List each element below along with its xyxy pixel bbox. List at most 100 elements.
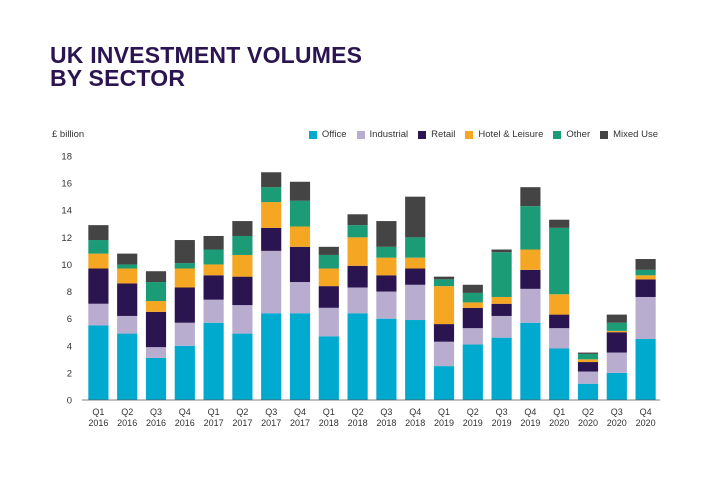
x-tick-label-year: 2018 bbox=[348, 418, 368, 428]
bar-segment-hotel-leisure bbox=[520, 249, 541, 270]
bar-segment-retail bbox=[635, 279, 656, 297]
bar-segment-other bbox=[577, 353, 599, 360]
bar-segment-office bbox=[491, 337, 512, 400]
x-tick-label-year: 2018 bbox=[376, 418, 396, 428]
bar-segment-hotel-leisure bbox=[491, 296, 512, 304]
bar-segment-retail bbox=[261, 227, 282, 251]
bar-segment-industrial bbox=[549, 328, 570, 349]
bar-segment-hotel-leisure bbox=[376, 257, 397, 276]
x-tick-label-quarter: Q4 bbox=[294, 407, 306, 417]
bar-segment-office bbox=[289, 313, 311, 400]
bar-segment-office bbox=[405, 320, 426, 400]
x-tick-label-year: 2016 bbox=[88, 418, 108, 428]
bar-segment-hotel-leisure bbox=[318, 268, 339, 287]
bar-segment-mixed-use bbox=[347, 214, 368, 226]
bar-segment-retail bbox=[318, 286, 339, 308]
bar-segment-retail bbox=[520, 269, 541, 289]
bar-segment-mixed-use bbox=[635, 259, 656, 270]
bar-segment-retail bbox=[376, 275, 397, 292]
bar-segment-other bbox=[117, 264, 138, 269]
x-tick-label-year: 2019 bbox=[520, 418, 540, 428]
bar-segment-industrial bbox=[289, 282, 311, 314]
bar-segment-mixed-use bbox=[289, 181, 311, 201]
bar-segment-industrial bbox=[232, 305, 253, 334]
bar-segment-mixed-use bbox=[549, 219, 570, 228]
legend-swatch-industrial bbox=[356, 130, 365, 139]
bar-segment-hotel-leisure bbox=[203, 264, 224, 276]
x-tick-label-quarter: Q3 bbox=[611, 407, 623, 417]
x-tick-label-year: 2019 bbox=[492, 418, 512, 428]
y-tick-label: 12 bbox=[61, 233, 72, 244]
bar-segment-retail bbox=[433, 324, 455, 342]
x-tick-label-quarter: Q1 bbox=[208, 407, 220, 417]
bar-segment-retail bbox=[88, 268, 109, 304]
page-title: UK INVESTMENT VOLUMES BY SECTOR bbox=[50, 44, 362, 90]
bar-segment-industrial bbox=[433, 341, 455, 367]
legend-item-other: Other bbox=[553, 129, 590, 140]
bar-segment-hotel-leisure bbox=[433, 286, 455, 325]
legend-swatch-other bbox=[553, 130, 562, 139]
x-tick-label-year: 2017 bbox=[204, 418, 224, 428]
legend-label-other: Other bbox=[566, 129, 591, 140]
legend-swatch-mixed-use bbox=[600, 130, 609, 139]
bar-segment-hotel-leisure bbox=[635, 275, 656, 280]
bar-segment-hotel-leisure bbox=[117, 268, 138, 284]
bar-segment-office bbox=[117, 333, 138, 400]
bar-segment-other bbox=[203, 249, 224, 265]
x-tick-label-year: 2019 bbox=[463, 418, 483, 428]
bar-segment-mixed-use bbox=[433, 276, 455, 280]
bar-segment-other bbox=[289, 200, 311, 227]
bar-segment-other bbox=[174, 263, 195, 269]
bar-segment-industrial bbox=[88, 303, 109, 326]
bar-segment-office bbox=[261, 313, 282, 400]
bar-segment-other bbox=[635, 269, 656, 276]
bar-segment-mixed-use bbox=[174, 240, 195, 264]
bar-segment-mixed-use bbox=[318, 246, 339, 255]
x-tick-label-quarter: Q2 bbox=[352, 407, 364, 417]
bar-segment-industrial bbox=[606, 352, 627, 373]
bar-segment-industrial bbox=[117, 315, 138, 334]
bar-segment-other bbox=[606, 322, 627, 331]
x-tick-label-quarter: Q4 bbox=[409, 407, 421, 417]
bar-segment-office bbox=[203, 322, 224, 400]
x-tick-label-year: 2017 bbox=[290, 418, 310, 428]
bar-segment-other bbox=[347, 225, 368, 238]
x-tick-label-year: 2016 bbox=[175, 418, 195, 428]
bar-segment-retail bbox=[405, 268, 426, 285]
y-tick-label: 8 bbox=[67, 287, 72, 298]
y-tick-label: 0 bbox=[67, 396, 72, 407]
chart-legend: Office Industrial Retail Hotel & Leisure… bbox=[308, 129, 658, 140]
bar-segment-other bbox=[318, 254, 339, 269]
bar-segment-hotel-leisure bbox=[462, 302, 483, 308]
bar-segment-other bbox=[549, 227, 570, 295]
title-line-1: UK INVESTMENT VOLUMES bbox=[50, 42, 363, 68]
bar-segment-other bbox=[376, 246, 397, 258]
x-tick-label-year: 2016 bbox=[117, 418, 137, 428]
legend-item-office: Office bbox=[308, 129, 347, 140]
bar-segment-mixed-use bbox=[261, 172, 282, 188]
x-tick-label-quarter: Q4 bbox=[524, 407, 536, 417]
x-tick-label-quarter: Q1 bbox=[92, 407, 104, 417]
bar-segment-mixed-use bbox=[462, 284, 483, 293]
bar-segment-office bbox=[549, 348, 570, 400]
legend-item-industrial: Industrial bbox=[356, 129, 408, 140]
x-tick-label-quarter: Q1 bbox=[323, 407, 335, 417]
x-tick-label-quarter: Q2 bbox=[236, 407, 248, 417]
x-tick-label-quarter: Q4 bbox=[179, 407, 191, 417]
bar-segment-other bbox=[145, 282, 167, 302]
bar-segment-hotel-leisure bbox=[289, 226, 311, 247]
bar-segment-retail bbox=[232, 276, 253, 306]
bar-segment-hotel-leisure bbox=[145, 301, 167, 312]
bar-segment-office bbox=[88, 325, 109, 400]
bar-segment-other bbox=[261, 187, 282, 203]
bar-segment-hotel-leisure bbox=[232, 254, 253, 277]
bar-segment-other bbox=[491, 252, 512, 297]
legend-item-retail: Retail bbox=[418, 129, 455, 140]
x-tick-label-quarter: Q3 bbox=[150, 407, 162, 417]
bar-segment-mixed-use bbox=[520, 187, 541, 207]
bar-segment-mixed-use bbox=[577, 352, 599, 354]
bar-segment-office bbox=[376, 318, 397, 400]
x-tick-label-quarter: Q3 bbox=[380, 407, 392, 417]
bar-segment-office bbox=[232, 333, 253, 400]
x-tick-label-year: 2020 bbox=[607, 418, 627, 428]
